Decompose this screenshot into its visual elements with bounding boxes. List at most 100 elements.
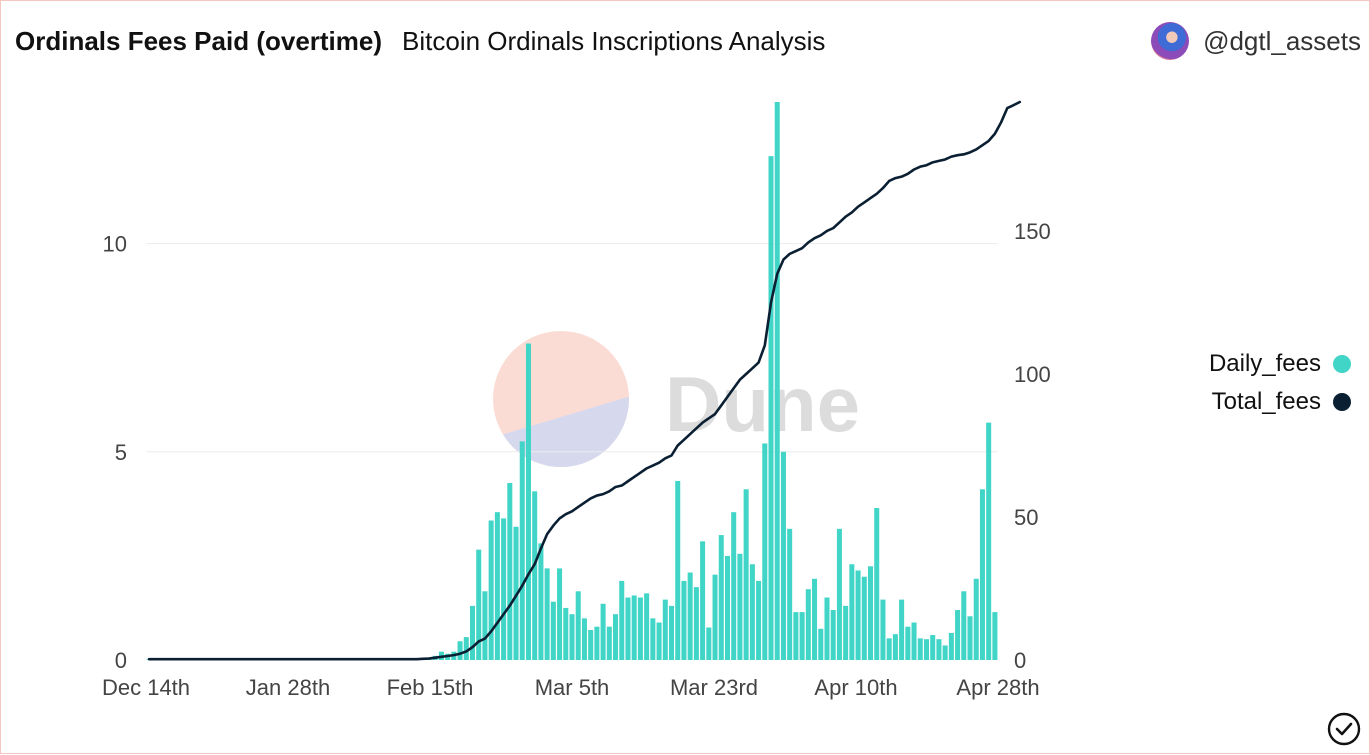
bar-daily-fees [712,574,718,660]
bar-daily-fees [507,483,513,660]
bar-daily-fees [948,632,954,660]
legend-item-total-fees[interactable]: Total_fees [1181,383,1351,421]
bar-daily-fees [525,343,531,660]
bar-daily-fees [836,528,842,660]
bar-daily-fees [942,645,948,660]
x-tick-label: Dec 14th [102,675,190,700]
bar-daily-fees [706,627,712,660]
x-tick-label: Mar 23rd [670,675,758,700]
bar-daily-fees [967,616,973,660]
bar-daily-fees [501,518,507,660]
x-tick-label: Apr 10th [814,675,897,700]
check-circle-icon[interactable] [1327,712,1361,746]
bar-daily-fees [681,580,687,660]
bar-daily-fees [613,614,619,660]
bar-daily-fees [737,553,743,660]
chart-title: Ordinals Fees Paid (overtime) [15,25,383,56]
bar-daily-fees [905,626,911,660]
bar-daily-fees [843,605,849,660]
bar-daily-fees [955,610,961,660]
bar-daily-fees [625,597,631,660]
bar-daily-fees [662,599,668,660]
bar-daily-fees [774,102,780,660]
bar-daily-fees [631,595,637,660]
bar-daily-fees [743,489,749,660]
bar-daily-fees [961,591,967,660]
bar-daily-fees [656,622,662,660]
bar-daily-fees [768,156,774,660]
bar-daily-fees [563,607,569,660]
bar-daily-fees [550,601,556,660]
bar-daily-fees [519,441,525,660]
bar-daily-fees [824,597,830,660]
y-right-tick-label: 50 [1014,505,1038,530]
bar-daily-fees [469,605,476,660]
x-tick-label: Jan 28th [246,675,330,700]
bar-daily-fees [700,541,706,660]
bar-daily-fees [606,626,612,660]
bar-daily-fees [973,578,979,660]
bar-daily-fees [457,641,463,660]
bar-daily-fees [668,605,675,660]
legend: Daily_fees Total_fees [1181,345,1351,421]
bar-daily-fees [923,639,929,660]
bar-daily-fees [911,622,917,660]
bar-daily-fees [830,610,836,660]
bar-daily-fees [799,612,805,660]
y-left-tick-label: 5 [115,440,127,465]
bar-daily-fees [581,618,587,660]
y-right-tick-label: 0 [1014,648,1026,673]
bar-daily-fees [874,508,880,660]
x-tick-label: Apr 28th [956,675,1039,700]
y-right-tick-label: 150 [1014,219,1051,244]
bar-daily-fees [986,422,992,660]
bar-daily-fees [644,593,650,660]
author-link[interactable]: @dgtl_assets [1151,22,1361,60]
bar-daily-fees [886,638,892,660]
bar-daily-fees [762,443,768,660]
bar-daily-fees [805,589,811,660]
x-tick-label: Feb 15th [387,675,474,700]
bar-daily-fees [600,603,606,660]
author-name: @dgtl_assets [1203,25,1361,56]
bar-daily-fees [780,451,786,660]
bar-daily-fees [917,638,923,660]
bar-daily-fees [463,637,469,660]
bar-daily-fees [793,612,799,660]
bar-daily-fees [992,612,998,660]
bar-daily-fees [979,489,985,660]
bar-daily-fees [756,580,762,660]
bar-daily-fees [724,555,730,660]
bar-daily-fees [575,591,581,660]
bar-daily-fees [749,564,755,660]
user-avatar [1151,22,1190,60]
bar-daily-fees [849,564,855,660]
bar-daily-fees [880,599,886,660]
bar-daily-fees [532,491,538,660]
bar-daily-fees [482,591,488,660]
bar-daily-fees [569,614,575,660]
legend-label-daily-fees: Daily_fees [1208,350,1321,377]
bar-daily-fees [637,597,643,660]
bar-daily-fees [557,568,563,660]
bar-daily-fees [588,630,594,660]
y-right-tick-label: 100 [1014,362,1051,387]
bar-daily-fees [476,549,482,660]
bar-daily-fees [544,568,550,660]
bar-daily-fees [488,520,494,660]
bar-daily-fees [787,528,793,660]
bar-daily-fees [899,599,905,660]
bar-daily-fees [494,512,500,660]
bar-daily-fees [538,543,544,660]
chart-subtitle: Bitcoin Ordinals Inscriptions Analysis [402,25,826,56]
bar-daily-fees [868,566,874,660]
bar-daily-fees [650,618,656,660]
header: Ordinals Fees Paid (overtime) Bitcoin Or… [15,21,1361,61]
watermark-text: Dune [665,360,860,448]
bar-daily-fees [930,635,936,660]
legend-item-daily-fees[interactable]: Daily_fees [1181,345,1351,383]
bar-daily-fees [855,570,861,660]
y-left-tick-label: 0 [115,648,127,673]
